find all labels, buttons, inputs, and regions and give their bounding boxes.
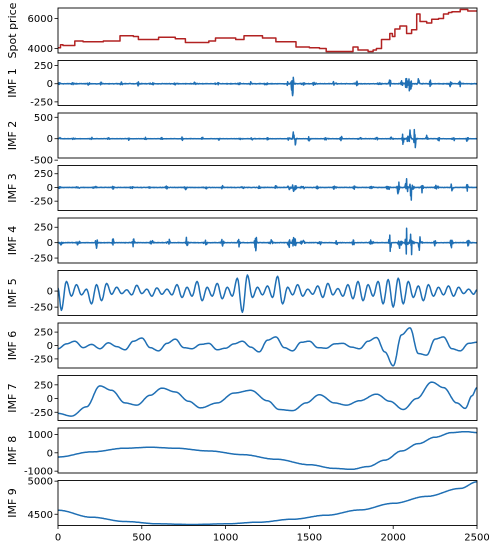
y-tick-label: -250 bbox=[30, 97, 53, 108]
y-tick-label: 0 bbox=[47, 183, 53, 194]
panel-frame-imf-4 bbox=[57, 217, 478, 264]
series-line-imf-1 bbox=[58, 76, 477, 97]
series-line-imf-3 bbox=[58, 178, 477, 201]
panel-imf-6: -250 0 250 IMF 6 bbox=[6, 322, 478, 369]
y-tick-label: 250 bbox=[34, 328, 53, 339]
y-axis-label-imf-9: IMF 9 bbox=[6, 488, 19, 518]
y-axis-label-imf-3: IMF 3 bbox=[6, 173, 19, 203]
y-tick-label: 500 bbox=[34, 113, 53, 124]
panel-frame-imf-8 bbox=[57, 427, 478, 474]
y-tick-label: 0 bbox=[47, 341, 53, 352]
panel-frame-spot-price bbox=[57, 7, 478, 54]
series-line-imf-9 bbox=[58, 481, 477, 526]
y-tick-label: 5000 bbox=[28, 477, 53, 488]
panel-imf-4: -250 0 250 IMF 4 bbox=[6, 217, 478, 265]
series-line-spot-price bbox=[58, 8, 477, 53]
y-axis-label-imf-5: IMF 5 bbox=[6, 278, 19, 308]
y-axis-label-imf-7: IMF 7 bbox=[6, 383, 19, 413]
y-tick-label: 6000 bbox=[28, 14, 53, 25]
y-axis-label-imf-6: IMF 6 bbox=[6, 331, 19, 361]
y-axis-label-imf-2: IMF 2 bbox=[6, 121, 19, 151]
y-tick-label: 1000 bbox=[28, 430, 53, 441]
y-tick-label: -250 bbox=[30, 254, 53, 265]
panel-stack: 4000 6000 Spot price -250 0 250 IMF 1 -500 0 500 I… bbox=[6, 2, 478, 526]
y-tick-label: 0 bbox=[47, 79, 53, 90]
y-axis-label-imf-4: IMF 4 bbox=[6, 226, 19, 256]
y-tick-label: -250 bbox=[30, 303, 53, 314]
panel-frame-imf-3 bbox=[57, 165, 478, 211]
y-tick-label: -1000 bbox=[24, 467, 53, 478]
panel-frame-imf-5 bbox=[57, 270, 478, 316]
y-tick-label: 4500 bbox=[28, 510, 53, 521]
y-tick-label: -250 bbox=[30, 354, 53, 365]
y-tick-label: -250 bbox=[30, 408, 53, 419]
series-line-imf-5 bbox=[58, 274, 477, 314]
panel-imf-2: -500 0 500 IMF 2 bbox=[6, 112, 478, 167]
y-tick-label: 250 bbox=[34, 169, 53, 180]
y-tick-label: -250 bbox=[30, 197, 53, 208]
panel-imf-3: -250 0 250 IMF 3 bbox=[6, 165, 478, 211]
x-axis: 0 500 1000 1500 2000 2500 bbox=[55, 525, 490, 544]
series-line-imf-8 bbox=[58, 430, 477, 471]
y-tick-label: 0 bbox=[47, 448, 53, 459]
panel-frame-imf-1 bbox=[57, 60, 478, 106]
panel-frame-imf-7 bbox=[57, 375, 478, 421]
y-axis-label-spot-price: Spot price bbox=[6, 2, 19, 58]
panel-imf-9: 4500 5000 IMF 9 bbox=[6, 477, 478, 526]
y-tick-label: 0 bbox=[47, 134, 53, 145]
y-tick-label: 0 bbox=[47, 287, 53, 298]
y-tick-label: 0 bbox=[47, 238, 53, 249]
panel-imf-1: -250 0 250 IMF 1 bbox=[6, 60, 478, 108]
y-tick-label: -500 bbox=[30, 156, 53, 167]
x-tick-label: 2500 bbox=[464, 533, 489, 544]
x-tick-label: 0 bbox=[55, 533, 61, 544]
x-tick-label: 1500 bbox=[297, 533, 322, 544]
y-tick-label: 4000 bbox=[28, 44, 53, 55]
y-tick-label: 0 bbox=[47, 394, 53, 405]
panel-frame-imf-9 bbox=[57, 480, 478, 526]
series-line-imf-6 bbox=[58, 327, 477, 367]
y-axis-label-imf-1: IMF 1 bbox=[6, 68, 19, 98]
series-line-imf-4 bbox=[58, 227, 477, 256]
panel-frame-imf-2 bbox=[57, 112, 478, 159]
y-axis-label-imf-8: IMF 8 bbox=[6, 436, 19, 466]
y-tick-label: 250 bbox=[34, 61, 53, 72]
x-tick-label: 500 bbox=[132, 533, 151, 544]
panel-imf-7: -250 0 250 IMF 7 bbox=[6, 375, 478, 421]
panel-imf-5: -250 0 IMF 5 bbox=[6, 270, 478, 316]
y-tick-label: 250 bbox=[34, 223, 53, 234]
series-line-imf-2 bbox=[58, 128, 477, 149]
panel-spot-price: 4000 6000 Spot price bbox=[6, 2, 478, 58]
x-tick-label: 2000 bbox=[380, 533, 405, 544]
panel-imf-8: -1000 0 1000 IMF 8 bbox=[6, 427, 478, 478]
x-tick-label: 1000 bbox=[213, 533, 238, 544]
y-tick-label: 250 bbox=[34, 380, 53, 391]
series-line-imf-7 bbox=[58, 381, 477, 417]
